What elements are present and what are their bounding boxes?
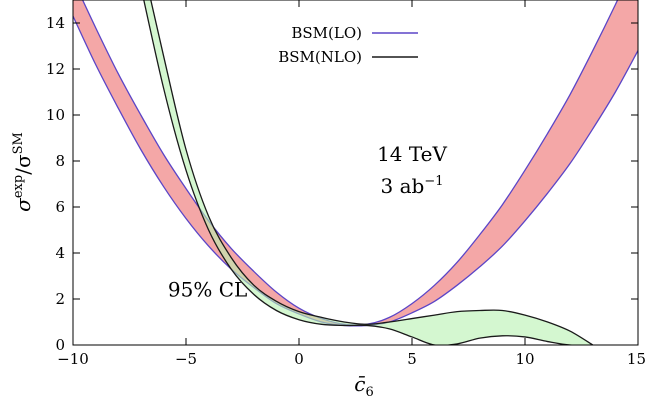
y-axis-label-slash-sigma: /σ xyxy=(11,154,35,175)
annotation-2: 95% CL xyxy=(168,278,247,302)
y-axis-label-sup2: SM xyxy=(11,132,26,154)
annotation-1: 3 ab−1 xyxy=(381,174,444,198)
plot-annotations: 14 TeV 3 ab−1 95% CL xyxy=(168,142,448,302)
x-tick-label: 10 xyxy=(515,350,534,368)
y-axis-label: σexp/σSM xyxy=(11,132,35,212)
y-tick-label: 2 xyxy=(55,290,65,308)
legend-label-lo: BSM(LO) xyxy=(291,24,362,42)
annotation-0: 14 TeV xyxy=(377,142,447,166)
plot-frame xyxy=(72,0,639,346)
x-axis-label: c̄6 xyxy=(354,372,373,396)
y-axis-label-sup1: exp xyxy=(11,175,26,198)
band-fill-lo xyxy=(73,0,638,326)
y-tick-label: 14 xyxy=(46,14,65,32)
plot-bands xyxy=(73,0,638,345)
x-tick-label: 15 xyxy=(627,350,646,368)
x-tick-label: −5 xyxy=(175,350,197,368)
x-tick-label: −10 xyxy=(57,350,89,368)
y-tick-label: 12 xyxy=(46,60,65,78)
x-tick-label: 5 xyxy=(407,350,417,368)
y-tick-label: 4 xyxy=(55,244,65,262)
band-lower-line-nlo xyxy=(143,0,593,345)
axis-ticks: −10 −5 0 5 10 15 0 2 4 6 8 10 12 14 xyxy=(46,0,646,368)
x-tick-label: 0 xyxy=(294,350,304,368)
legend-label-nlo: BSM(NLO) xyxy=(278,48,362,66)
x-axis-label-sub: 6 xyxy=(365,385,373,396)
legend: BSM(LO) BSM(NLO) xyxy=(278,24,418,66)
y-tick-label: 8 xyxy=(55,152,65,170)
y-axis-label-sigma1: σ xyxy=(11,197,35,212)
y-tick-label: 6 xyxy=(55,198,65,216)
band-upper-line-nlo xyxy=(150,0,594,345)
y-tick-label: 0 xyxy=(55,336,65,354)
y-tick-label: 10 xyxy=(46,106,65,124)
x-axis-label-main: c̄ xyxy=(354,372,365,396)
